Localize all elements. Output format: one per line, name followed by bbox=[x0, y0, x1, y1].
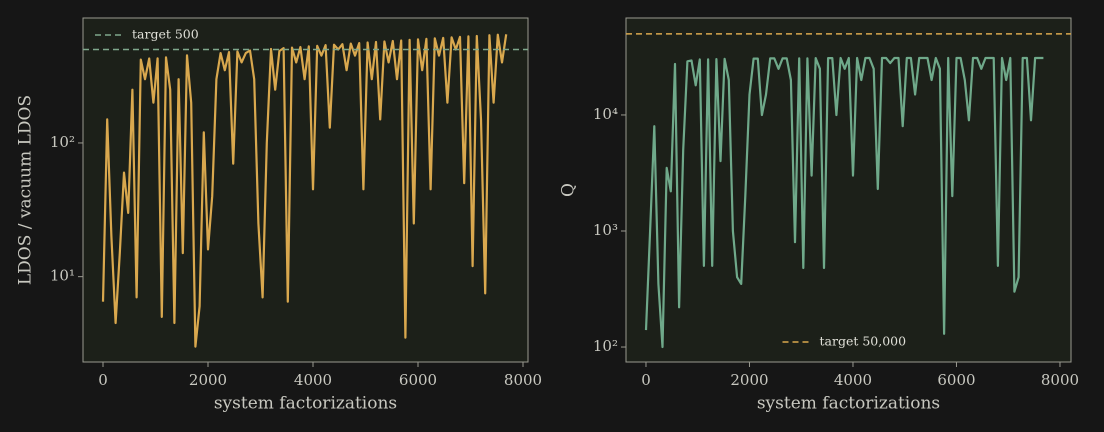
y-tick-label: 10² bbox=[593, 337, 618, 355]
x-tick-label: 0 bbox=[641, 371, 651, 389]
x-tick-label: 6000 bbox=[937, 371, 975, 389]
y-axis-label: LDOS / vacuum LDOS bbox=[16, 95, 36, 285]
data-line bbox=[644, 56, 1044, 349]
y-axis-label: Q bbox=[559, 183, 579, 197]
x-tick-label: 4000 bbox=[294, 371, 332, 389]
x-tick-label: 2000 bbox=[730, 371, 768, 389]
y-tick-label: 10⁴ bbox=[593, 105, 618, 123]
x-tick-label: 6000 bbox=[399, 371, 437, 389]
y-tick-label: 10¹ bbox=[50, 267, 75, 285]
y-tick-label: 10³ bbox=[593, 221, 618, 239]
x-tick-label: 8000 bbox=[1041, 371, 1079, 389]
legend-label: target 50,000 bbox=[820, 334, 907, 349]
x-tick-label: 0 bbox=[98, 371, 108, 389]
x-tick-label: 2000 bbox=[189, 371, 227, 389]
data-line bbox=[101, 33, 508, 348]
x-tick-label: 8000 bbox=[504, 371, 542, 389]
x-tick-label: 4000 bbox=[834, 371, 872, 389]
legend-label: target 500 bbox=[132, 27, 199, 42]
y-tick-label: 10² bbox=[50, 133, 75, 151]
x-axis-label: system factorizations bbox=[214, 394, 397, 414]
x-axis-label: system factorizations bbox=[757, 394, 940, 414]
